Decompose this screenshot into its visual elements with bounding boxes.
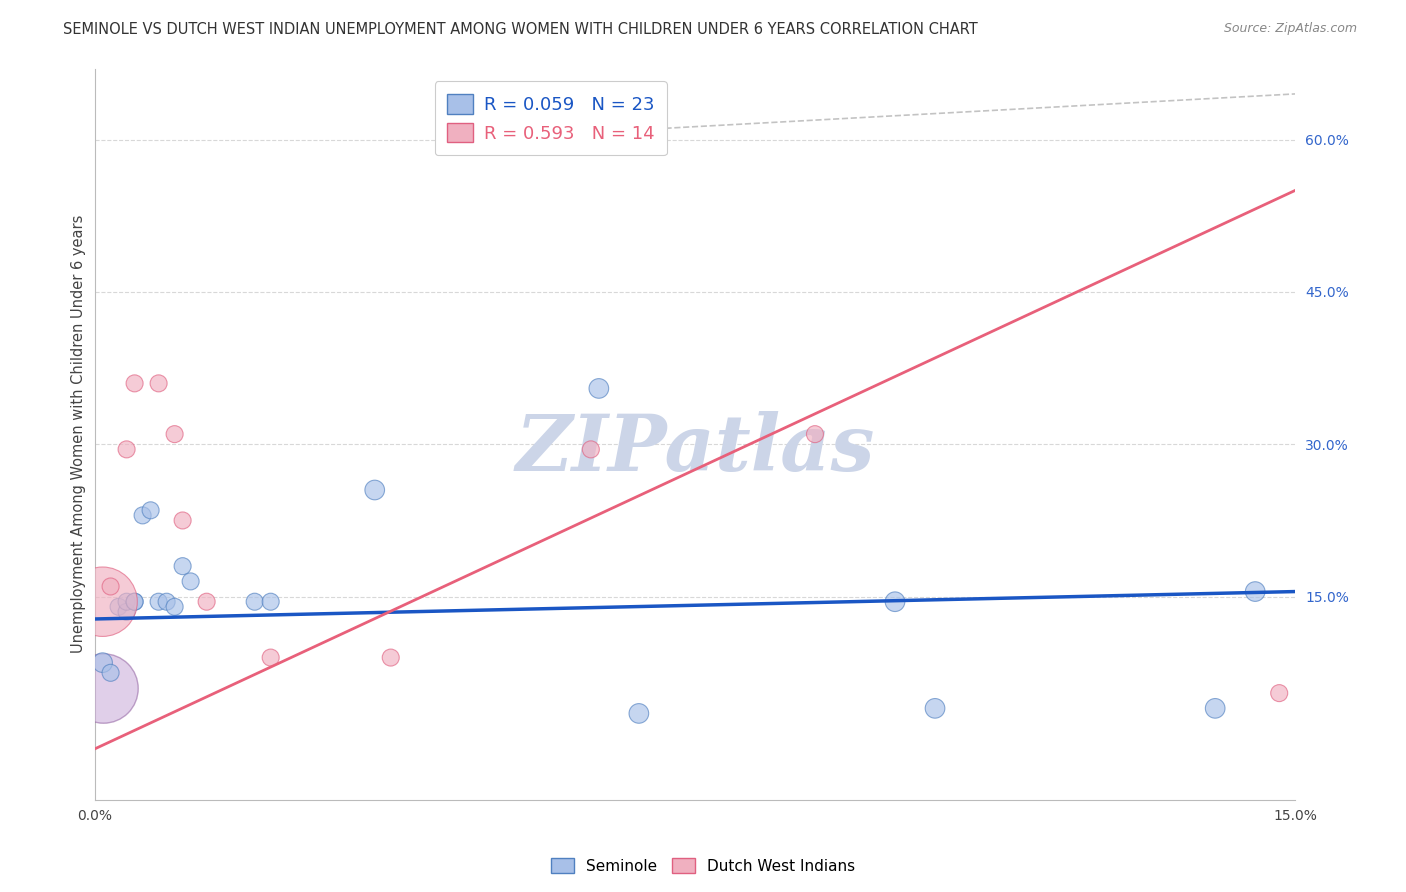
Point — [1268, 686, 1291, 700]
Point — [804, 427, 827, 442]
Point — [260, 595, 283, 609]
Point — [91, 595, 114, 609]
Legend: R = 0.059   N = 23, R = 0.593   N = 14: R = 0.059 N = 23, R = 0.593 N = 14 — [434, 81, 666, 155]
Point — [100, 579, 122, 593]
Point — [243, 595, 266, 609]
Point — [627, 706, 650, 721]
Point — [107, 599, 129, 614]
Point — [1244, 584, 1267, 599]
Point — [91, 656, 114, 670]
Point — [124, 376, 146, 391]
Point — [380, 650, 402, 665]
Text: Source: ZipAtlas.com: Source: ZipAtlas.com — [1223, 22, 1357, 36]
Point — [148, 595, 170, 609]
Point — [163, 427, 186, 442]
Point — [180, 574, 202, 589]
Point — [139, 503, 162, 517]
Point — [579, 442, 602, 457]
Point — [195, 595, 218, 609]
Point — [100, 665, 122, 680]
Point — [131, 508, 153, 523]
Y-axis label: Unemployment Among Women with Children Under 6 years: Unemployment Among Women with Children U… — [72, 215, 86, 653]
Point — [124, 595, 146, 609]
Point — [364, 483, 387, 497]
Point — [156, 595, 179, 609]
Point — [172, 513, 194, 527]
Text: ZIPatlas: ZIPatlas — [515, 410, 875, 487]
Legend: Seminole, Dutch West Indians: Seminole, Dutch West Indians — [544, 852, 862, 880]
Text: SEMINOLE VS DUTCH WEST INDIAN UNEMPLOYMENT AMONG WOMEN WITH CHILDREN UNDER 6 YEA: SEMINOLE VS DUTCH WEST INDIAN UNEMPLOYME… — [63, 22, 979, 37]
Point — [115, 605, 138, 619]
Point — [148, 376, 170, 391]
Point — [163, 599, 186, 614]
Point — [1204, 701, 1226, 715]
Point — [579, 128, 602, 142]
Point — [588, 381, 610, 395]
Point — [124, 595, 146, 609]
Point — [115, 595, 138, 609]
Point — [260, 650, 283, 665]
Point — [884, 595, 907, 609]
Point — [924, 701, 946, 715]
Point — [172, 559, 194, 574]
Point — [115, 442, 138, 457]
Point — [91, 681, 114, 695]
